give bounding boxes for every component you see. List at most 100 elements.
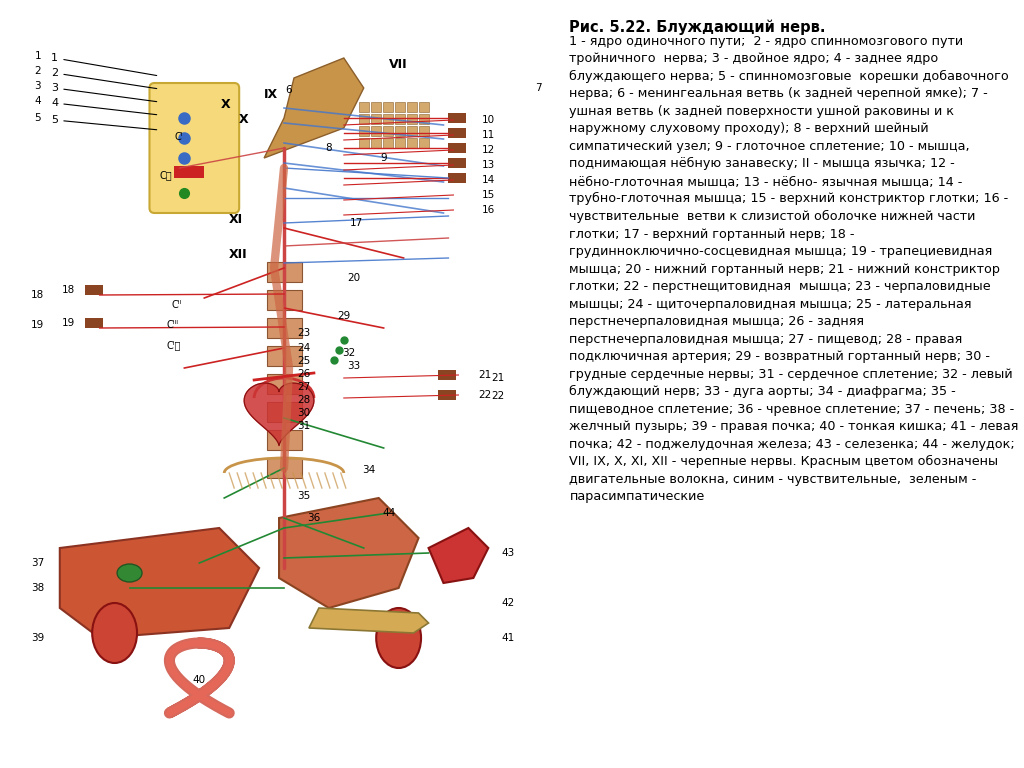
Text: 4: 4 [51,98,157,114]
Text: 10: 10 [481,115,495,125]
Text: XI: XI [229,213,244,226]
Text: 30: 30 [297,408,310,418]
Text: X: X [221,98,230,111]
Text: 19: 19 [61,318,75,328]
Text: Cᵜ: Cᵜ [160,170,172,180]
Bar [85,285,102,295]
Bar [371,102,381,112]
Bar [383,126,392,136]
Text: 28: 28 [297,395,310,405]
Bar [438,370,457,380]
Text: 34: 34 [362,465,376,475]
Bar [267,402,302,422]
Text: XII: XII [229,248,248,261]
Text: 33: 33 [347,361,360,371]
Bar [394,126,404,136]
Text: 11: 11 [481,130,495,140]
Text: 18: 18 [32,290,44,300]
Bar [267,290,302,310]
Text: 22: 22 [492,391,505,401]
Bar [449,143,466,153]
Text: 19: 19 [32,320,44,330]
Bar [407,102,417,112]
Bar [383,138,392,148]
Bar [85,318,102,328]
Bar [371,138,381,148]
Text: 8: 8 [326,143,332,153]
Text: 6: 6 [286,85,292,95]
Text: 42: 42 [502,598,515,608]
Bar [449,158,466,168]
Bar [383,114,392,124]
Text: 2: 2 [35,66,41,76]
Bar [407,138,417,148]
Bar [419,126,428,136]
Bar [371,114,381,124]
Text: 16: 16 [481,205,495,215]
Text: 21: 21 [478,370,492,380]
Bar [358,138,369,148]
Text: 40: 40 [193,675,206,685]
Polygon shape [244,383,314,445]
Text: 31: 31 [297,421,310,431]
Text: 7: 7 [535,83,542,93]
Polygon shape [428,528,488,583]
Polygon shape [309,608,428,633]
Text: 26: 26 [297,369,310,379]
Text: 21: 21 [492,373,505,383]
Bar [267,318,302,338]
Bar [449,173,466,183]
Bar [267,346,302,366]
Ellipse shape [92,603,137,663]
Text: 1 - ядро одиночного пути;  2 - ядро спинномозгового пути тройничного  нерва; 3 -: 1 - ядро одиночного пути; 2 - ядро спинн… [569,35,1019,503]
Text: Cᴵ: Cᴵ [174,132,183,142]
Text: Cᴵᴵᴵ: Cᴵᴵᴵ [167,320,178,330]
Text: Рис. 5.22. Блуждающий нерв.: Рис. 5.22. Блуждающий нерв. [569,19,826,35]
Text: 5: 5 [51,115,157,130]
Text: 18: 18 [61,285,75,295]
Polygon shape [279,498,419,608]
Text: 27: 27 [297,382,310,392]
Text: 32: 32 [342,348,355,358]
Text: 9: 9 [380,153,387,163]
Text: 44: 44 [382,508,395,518]
Text: 35: 35 [297,491,310,501]
Bar [383,102,392,112]
Bar [394,102,404,112]
Bar [267,430,302,450]
Text: X: X [240,113,249,126]
Text: 20: 20 [347,273,360,283]
Bar [358,126,369,136]
Bar [371,126,381,136]
Text: 23: 23 [297,328,310,338]
Bar [358,114,369,124]
Bar [449,128,466,138]
Text: 4: 4 [35,96,41,106]
Text: Cᴵᵜ: Cᴵᵜ [167,340,181,350]
Text: 1: 1 [51,53,157,75]
Bar [267,458,302,478]
Text: 15: 15 [481,190,495,200]
Bar [394,114,404,124]
Text: 38: 38 [32,583,44,593]
Polygon shape [59,528,259,638]
Text: VII: VII [389,58,408,71]
Text: 43: 43 [502,548,515,558]
Bar [358,102,369,112]
Text: 5: 5 [35,113,41,123]
Bar [267,262,302,282]
Bar [407,126,417,136]
Text: 1: 1 [35,51,41,61]
Bar [438,390,457,400]
Text: 2: 2 [51,68,157,88]
Text: Cᴵᴵ: Cᴵᴵ [171,300,181,310]
Text: 29: 29 [337,311,350,321]
Bar [407,114,417,124]
Text: 14: 14 [481,175,495,185]
Text: IX: IX [264,88,279,101]
Text: 36: 36 [307,513,321,523]
Bar [394,138,404,148]
Text: 17: 17 [350,218,364,228]
Text: 13: 13 [481,160,495,170]
Bar [174,166,205,178]
